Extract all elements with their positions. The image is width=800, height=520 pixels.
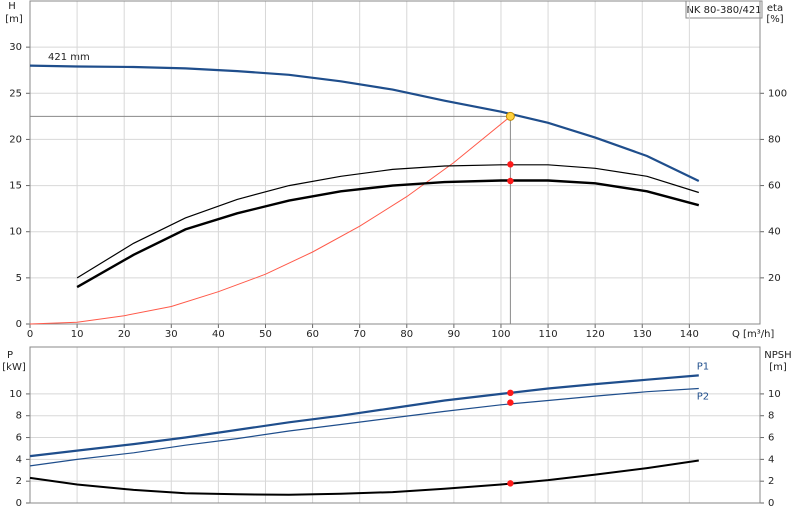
y-axis-unit: [m]	[5, 14, 23, 25]
curve	[29, 116, 511, 325]
y2-axis-unit: [%]	[766, 14, 783, 25]
series-label: P1	[697, 361, 709, 372]
y2-tick-label: 40	[768, 227, 781, 238]
plot-frame	[29, 0, 761, 325]
y2-tick-label: 100	[768, 88, 787, 99]
curve	[29, 459, 699, 496]
y2-tick-label: 0	[768, 498, 774, 509]
curve	[76, 179, 700, 289]
y-tick-label: 4	[16, 454, 22, 465]
x-tick-label: 0	[27, 329, 33, 340]
x-tick-label: 50	[259, 329, 272, 340]
y-tick-label: 5	[16, 273, 22, 284]
y2-tick-label: 10	[768, 389, 781, 400]
annotation: 421 mm	[48, 52, 90, 63]
y2-tick-label: 60	[768, 181, 781, 192]
curve	[29, 64, 700, 182]
x-tick-label: 80	[400, 329, 413, 340]
operating-point	[507, 480, 514, 487]
curve	[29, 387, 699, 467]
y-axis-label: P	[7, 350, 13, 361]
y2-axis-label: eta	[767, 3, 783, 14]
y-tick-label: 15	[9, 181, 22, 192]
x-tick-label: 130	[633, 329, 652, 340]
y-axis-label: H	[8, 1, 16, 12]
y-tick-label: 10	[9, 389, 22, 400]
x-axis-label: Q [m³/h]	[732, 329, 774, 340]
x-tick-label: 70	[353, 329, 366, 340]
y2-tick-label: 2	[768, 476, 774, 487]
y-tick-label: 10	[9, 227, 22, 238]
y-tick-label: 30	[9, 42, 22, 53]
y2-tick-label: 8	[768, 411, 774, 422]
y2-tick-label: 6	[768, 433, 774, 444]
y-tick-label: 20	[9, 134, 22, 145]
y-tick-label: 0	[16, 319, 22, 330]
x-tick-label: 20	[118, 329, 131, 340]
operating-point	[505, 111, 515, 121]
x-tick-label: 30	[165, 329, 178, 340]
x-tick-label: 40	[212, 329, 225, 340]
x-tick-label: 110	[539, 329, 558, 340]
y-axis-unit: [kW]	[2, 362, 26, 373]
operating-point	[507, 389, 514, 397]
x-tick-label: 90	[448, 329, 461, 340]
curve	[76, 164, 699, 279]
x-tick-label: 100	[491, 329, 510, 340]
y-tick-label: 0	[16, 498, 22, 509]
x-tick-label: 120	[586, 329, 605, 340]
curve	[29, 374, 699, 458]
x-tick-label: 10	[71, 329, 84, 340]
operating-point	[507, 399, 514, 406]
y2-axis-unit: [m]	[769, 362, 787, 373]
plot-frame	[29, 346, 761, 504]
x-tick-label: 60	[306, 329, 319, 340]
series-label: P2	[697, 391, 709, 402]
y-tick-label: 6	[16, 433, 22, 444]
chart-title: NK 80-380/421	[686, 5, 761, 16]
x-tick-label: 140	[680, 329, 699, 340]
operating-point	[507, 177, 514, 185]
operating-point	[507, 161, 514, 168]
y2-tick-label: 20	[768, 273, 781, 284]
y2-axis-label: NPSH	[764, 350, 791, 361]
y2-tick-label: 80	[768, 134, 781, 145]
y-tick-label: 2	[16, 476, 22, 487]
y-tick-label: 25	[9, 88, 22, 99]
y2-tick-label: 4	[768, 454, 774, 465]
y-tick-label: 8	[16, 411, 22, 422]
